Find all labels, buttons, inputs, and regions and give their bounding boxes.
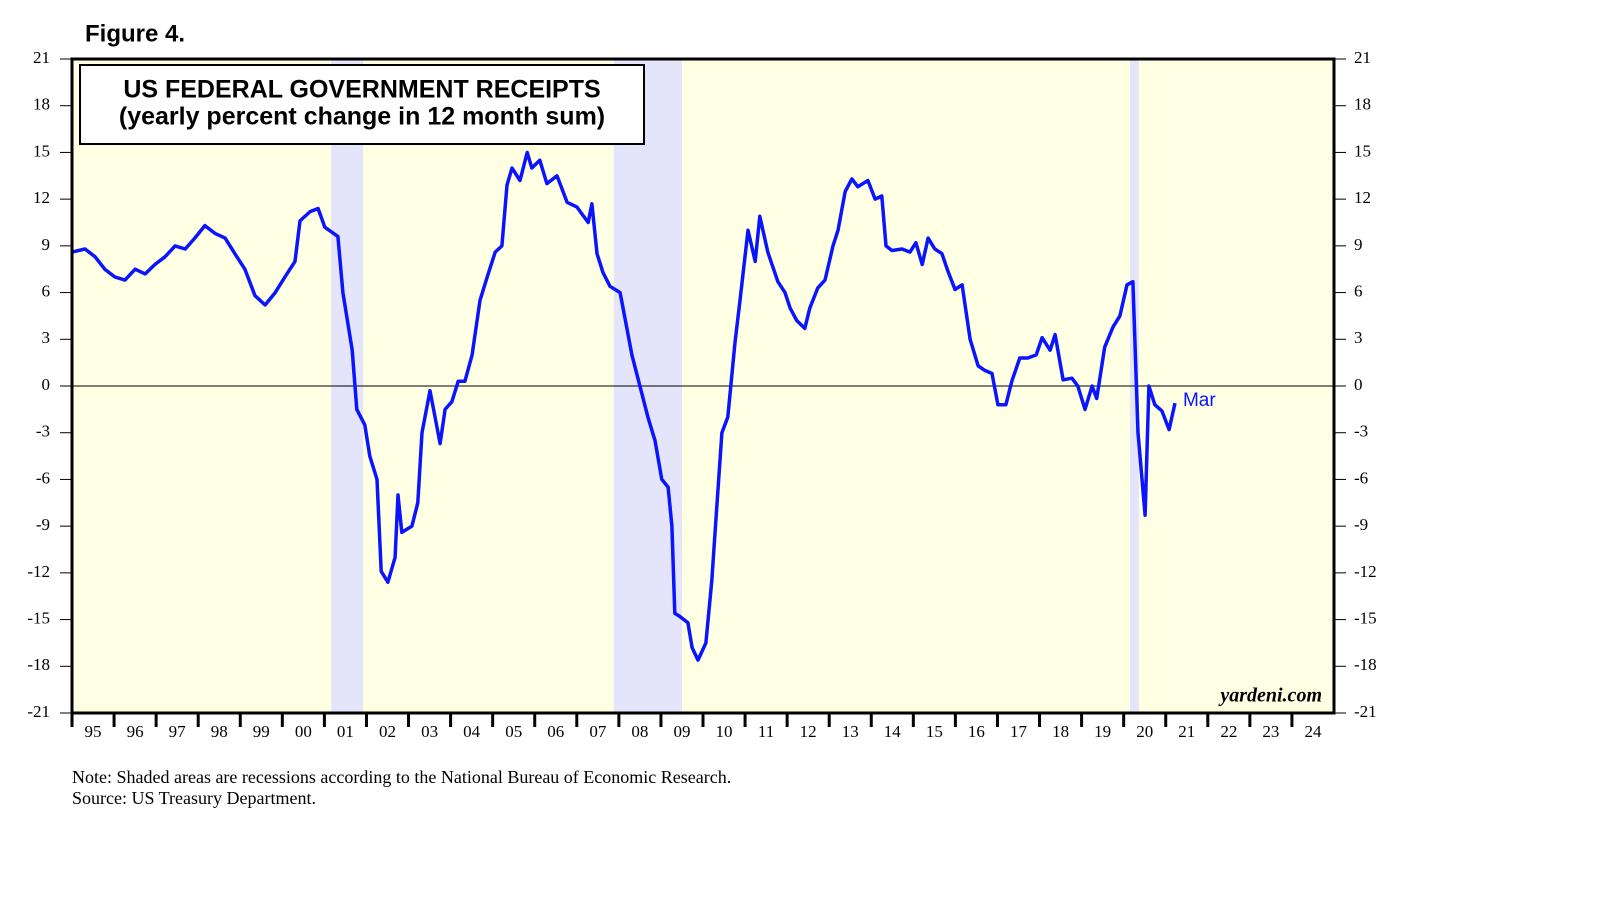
x-tick-label: 03: [421, 722, 438, 741]
y-tick-label: -15: [27, 608, 50, 627]
y2-tick-label: 21: [1354, 48, 1371, 67]
y-tick-label: 18: [33, 95, 50, 114]
x-tick-label: 98: [211, 722, 228, 741]
chart-subtitle: (yearly percent change in 12 month sum): [119, 103, 605, 131]
chart-title: US FEDERAL GOVERNMENT RECEIPTS: [123, 76, 600, 104]
y2-tick-label: 15: [1354, 141, 1371, 160]
x-tick-label: 02: [379, 722, 396, 741]
y-tick-label: -9: [36, 515, 50, 534]
x-tick-label: 24: [1304, 722, 1322, 741]
x-tick-label: 96: [127, 722, 144, 741]
y-tick-label: -6: [36, 468, 50, 487]
y2-tick-label: 12: [1354, 188, 1371, 207]
y-tick-label: 3: [42, 328, 51, 347]
y2-tick-label: 0: [1354, 375, 1363, 394]
y-tick-label: -18: [27, 655, 50, 674]
title-box: [79, 64, 645, 145]
watermark: yardeni.com: [1218, 685, 1322, 707]
line-series: [71, 150, 1177, 662]
note: Note: Shaded areas are recessions accord…: [72, 767, 731, 787]
y2-tick-label: -3: [1354, 422, 1368, 441]
y-tick-label: 15: [33, 141, 50, 160]
y-tick-label: -3: [36, 422, 50, 441]
x-tick-label: 99: [253, 722, 270, 741]
x-tick-label: 06: [547, 722, 564, 741]
y2-tick-label: -15: [1354, 608, 1377, 627]
note: Source: US Treasury Department.: [72, 788, 316, 808]
x-tick-label: 97: [169, 722, 187, 741]
x-tick-label: 95: [85, 722, 102, 741]
y2-tick-label: 6: [1354, 281, 1363, 300]
x-tick-label: 22: [1220, 722, 1237, 741]
y-tick-label: 12: [33, 188, 50, 207]
y2-tick-label: 3: [1354, 328, 1363, 347]
x-tick-label: 05: [505, 722, 522, 741]
x-tick-label: 16: [968, 722, 985, 741]
x-tick-label: 15: [926, 722, 943, 741]
y2-tick-label: -18: [1354, 655, 1377, 674]
y2-tick-label: 18: [1354, 95, 1371, 114]
x-tick-label: 19: [1094, 722, 1111, 741]
x-tick-label: 04: [463, 722, 481, 741]
y2-tick-label: -21: [1354, 702, 1377, 721]
y-tick-label: 6: [42, 281, 51, 300]
x-tick-label: 21: [1178, 722, 1195, 741]
x-tick-label: 13: [842, 722, 859, 741]
x-tick-label: 00: [295, 722, 312, 741]
annotation: Mar: [1183, 390, 1216, 411]
x-tick-label: 09: [673, 722, 690, 741]
x-tick-label: 17: [1010, 722, 1028, 741]
y-tick-label: -21: [27, 702, 50, 721]
x-tick-label: 14: [884, 722, 902, 741]
x-tick-label: 01: [337, 722, 354, 741]
y-tick-label: 0: [42, 375, 51, 394]
x-tick-label: 10: [716, 722, 733, 741]
y-tick-label: 9: [42, 235, 51, 254]
y2-tick-label: 9: [1354, 235, 1363, 254]
y2-tick-label: -6: [1354, 468, 1368, 487]
y2-tick-label: -9: [1354, 515, 1368, 534]
x-tick-label: 11: [758, 722, 774, 741]
y-tick-label: 21: [33, 48, 50, 67]
x-tick-label: 07: [589, 722, 607, 741]
y-tick-label: -12: [27, 562, 50, 581]
plot-frame: [70, 57, 1336, 715]
x-tick-label: 23: [1262, 722, 1279, 741]
x-tick-label: 08: [631, 722, 648, 741]
x-tick-label: 12: [800, 722, 817, 741]
x-tick-label: 18: [1052, 722, 1069, 741]
y2-tick-label: -12: [1354, 562, 1377, 581]
x-tick-label: 20: [1136, 722, 1153, 741]
figure-label: Figure 4.: [85, 20, 185, 47]
